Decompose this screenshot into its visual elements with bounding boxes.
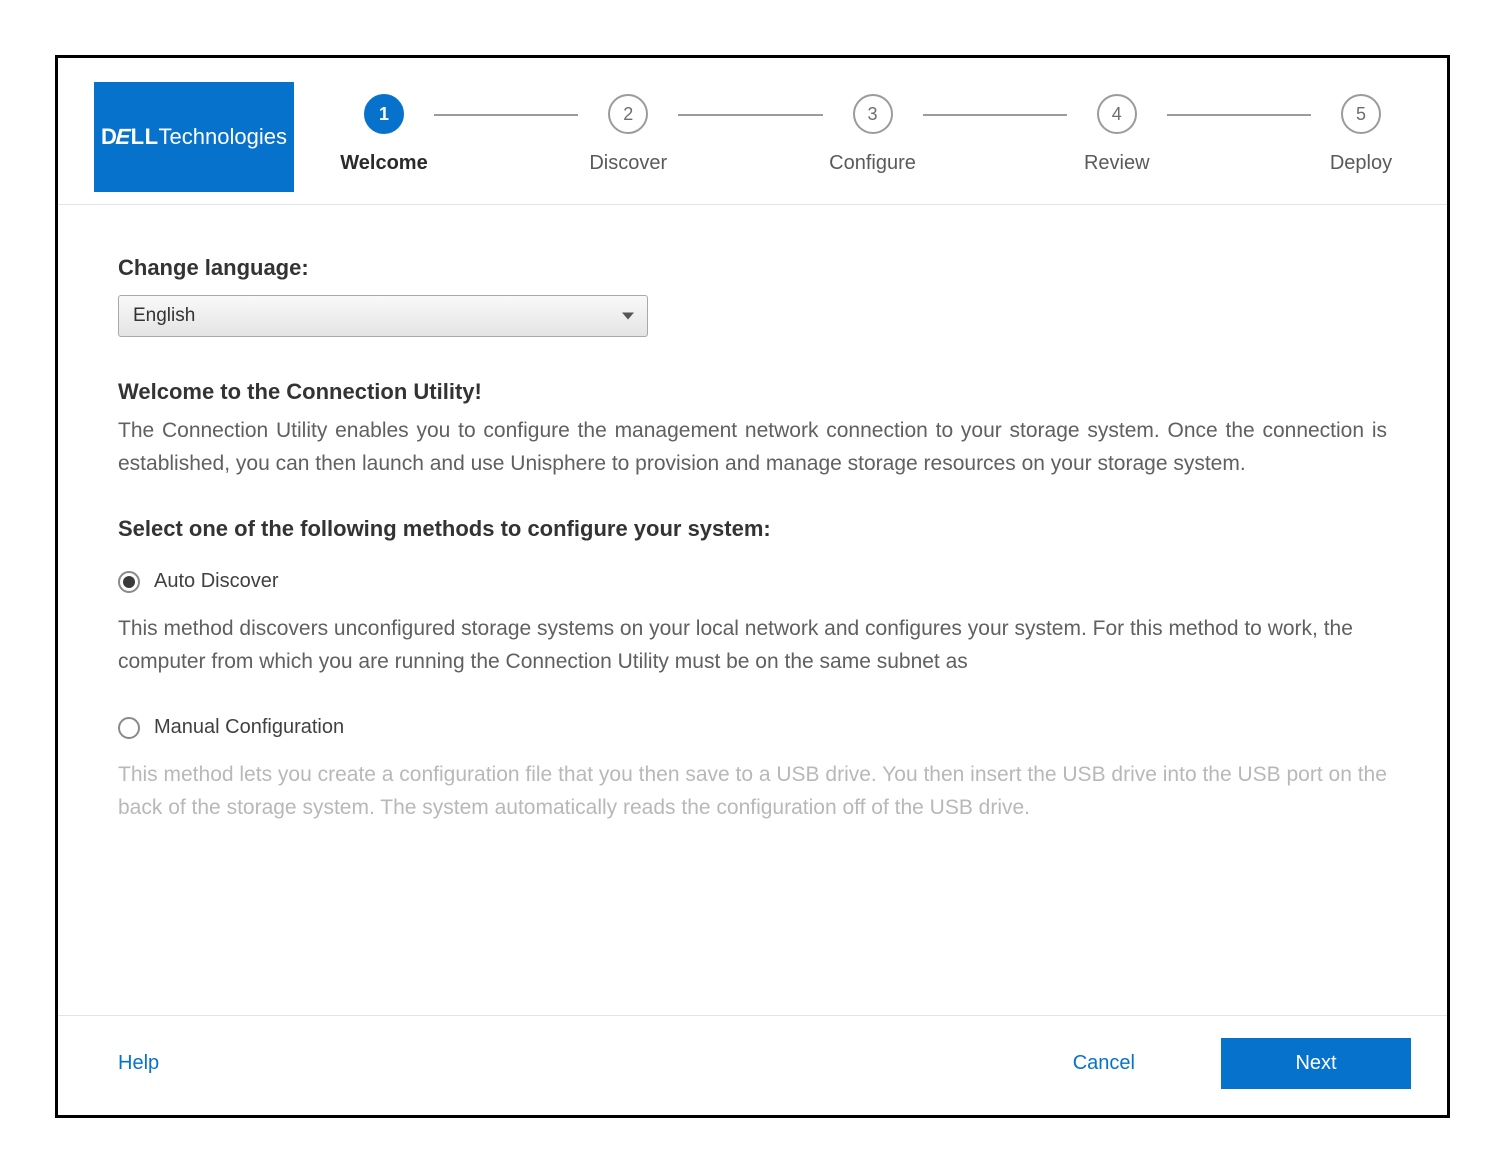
step-discover: 2 Discover xyxy=(578,94,678,175)
step-label: Discover xyxy=(589,152,667,175)
radio-icon xyxy=(118,717,140,739)
step-connector xyxy=(1167,114,1311,116)
header: DELLTechnologies 1 Welcome 2 Discover 3 … xyxy=(58,58,1447,205)
step-circle: 4 xyxy=(1097,94,1137,134)
step-label: Welcome xyxy=(340,152,427,175)
step-welcome: 1 Welcome xyxy=(334,94,434,175)
language-select[interactable]: English xyxy=(118,295,648,337)
footer: Help Cancel Next xyxy=(58,1015,1447,1115)
step-configure: 3 Configure xyxy=(823,94,923,175)
radio-auto-discover[interactable]: Auto Discover xyxy=(118,570,1387,593)
step-label: Configure xyxy=(829,152,916,175)
step-circle: 5 xyxy=(1341,94,1381,134)
step-review: 4 Review xyxy=(1067,94,1167,175)
language-label: Change language: xyxy=(118,255,1387,281)
language-select-value: English xyxy=(133,305,195,327)
auto-discover-description: This method discovers unconfigured stora… xyxy=(118,613,1387,678)
step-circle: 1 xyxy=(364,94,404,134)
wizard-stepper: 1 Welcome 2 Discover 3 Configure 4 Revie… xyxy=(334,82,1411,175)
step-connector xyxy=(434,114,578,116)
radio-label: Auto Discover xyxy=(154,570,279,593)
step-label: Deploy xyxy=(1330,152,1392,175)
dell-logo-text: DELLTechnologies xyxy=(101,124,287,150)
connection-utility-dialog: DELLTechnologies 1 Welcome 2 Discover 3 … xyxy=(55,55,1450,1118)
body: Change language: English Welcome to the … xyxy=(58,205,1447,1015)
step-label: Review xyxy=(1084,152,1150,175)
radio-icon xyxy=(118,571,140,593)
method-title: Select one of the following methods to c… xyxy=(118,516,1387,542)
cancel-button[interactable]: Cancel xyxy=(1067,1051,1141,1076)
next-button[interactable]: Next xyxy=(1221,1038,1411,1089)
help-link[interactable]: Help xyxy=(118,1052,159,1075)
welcome-description: The Connection Utility enables you to co… xyxy=(118,415,1387,480)
radio-manual-configuration[interactable]: Manual Configuration xyxy=(118,716,1387,739)
dell-logo: DELLTechnologies xyxy=(94,82,294,192)
step-connector xyxy=(923,114,1067,116)
step-circle: 3 xyxy=(853,94,893,134)
welcome-title: Welcome to the Connection Utility! xyxy=(118,379,1387,405)
step-deploy: 5 Deploy xyxy=(1311,94,1411,175)
manual-configuration-description: This method lets you create a configurat… xyxy=(118,759,1387,824)
step-connector xyxy=(678,114,822,116)
radio-label: Manual Configuration xyxy=(154,716,344,739)
step-circle: 2 xyxy=(608,94,648,134)
chevron-down-icon xyxy=(622,313,634,320)
